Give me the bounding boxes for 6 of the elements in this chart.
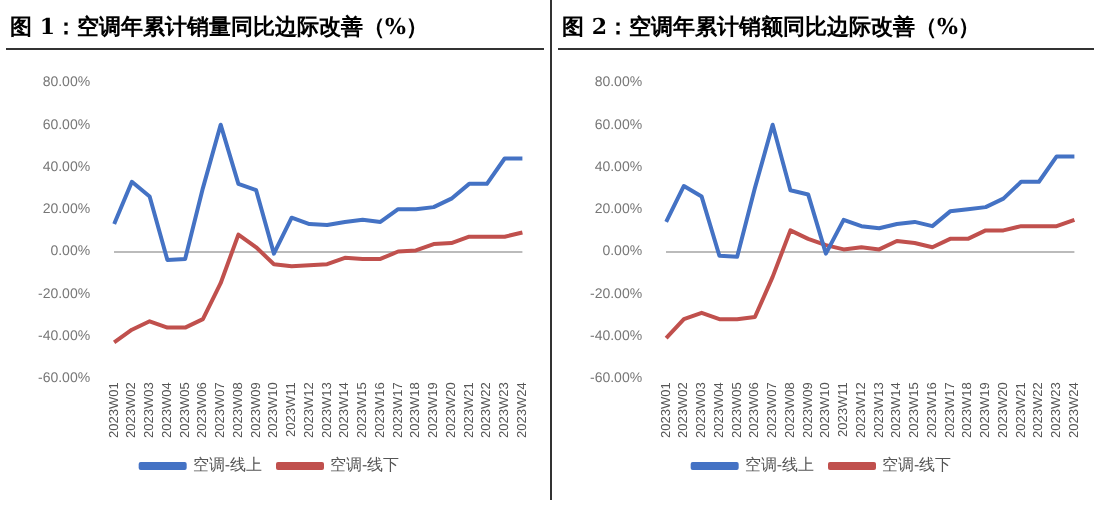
legend-label: 空调-线下 — [882, 456, 952, 475]
legend-label: 空调-线上 — [744, 456, 815, 475]
legend-label: 空调-线上 — [192, 456, 263, 475]
chart-title: 图 2：空调年累计销额同比边际改善（%） — [558, 0, 1094, 50]
legend-label: 空调-线下 — [330, 456, 400, 475]
chart-title: 图 1：空调年累计销量同比边际改善（%） — [6, 0, 544, 50]
